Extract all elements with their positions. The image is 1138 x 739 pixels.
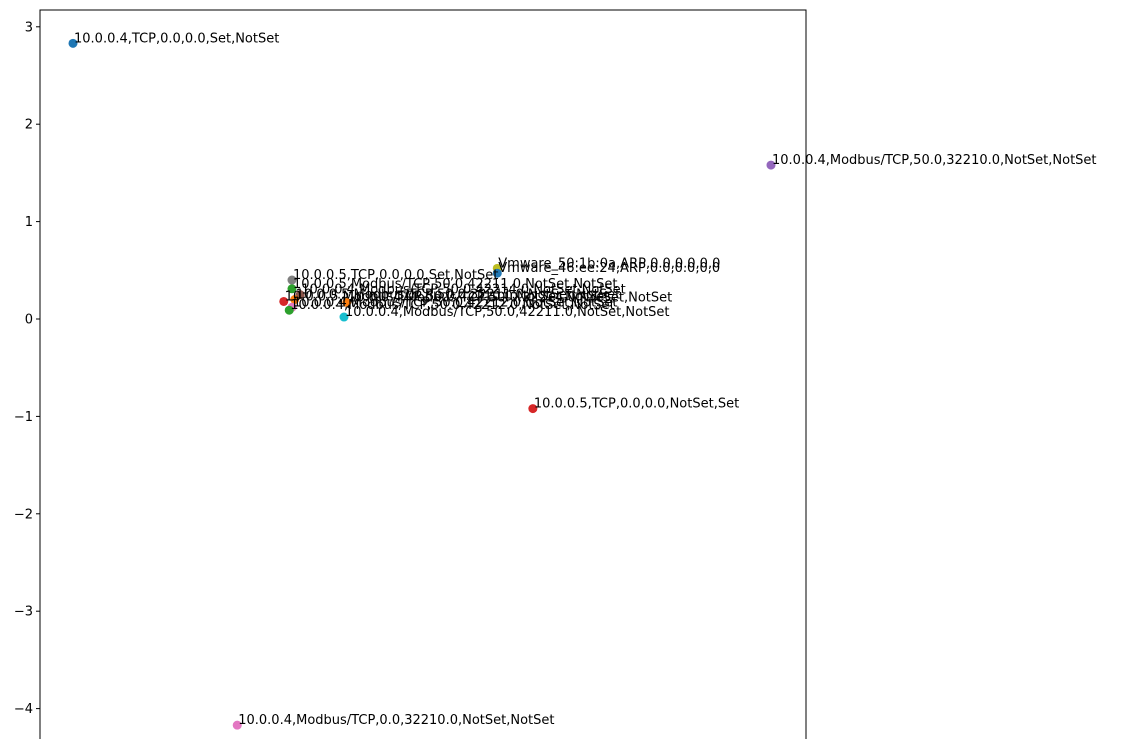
point-label: 10.0.0.5,Modbus/TCP,50.0,42211.0,NotSet,… bbox=[293, 277, 618, 292]
point-label: Vmware_46:ee:24,ARP,0.0,0.0,0,0 bbox=[498, 261, 720, 276]
scatter-point bbox=[290, 295, 300, 305]
y-tick-label: 1 bbox=[25, 215, 33, 230]
points-layer bbox=[68, 38, 776, 730]
point-label: 10.0.0.5,TCP,0.0,0.0,Set,NotSet bbox=[293, 268, 498, 283]
axes-frame bbox=[39, 9, 807, 739]
scatter-point bbox=[232, 720, 242, 730]
point-label: 10.0.0.4,Modbus/TCP,50.0,42214.0,NotSet,… bbox=[301, 283, 626, 298]
point-label: Vmware_50:1b:0a,ARP,0.0,0.0,0,0 bbox=[498, 256, 720, 271]
point-label: 10.0.0.4,Modbus/TCP,50.0,42212.0,NotSet,… bbox=[290, 298, 615, 313]
scatter-point bbox=[287, 275, 297, 285]
scatter-point bbox=[68, 38, 78, 48]
point-label: 10.0.0.5,Modbus/TCP,50.0,42210.0,NotSet,… bbox=[285, 289, 610, 304]
scatter-point bbox=[766, 160, 776, 170]
point-label: 10.0.0.4,Modbus/TCP,50.0,32210.0,NotSet,… bbox=[772, 153, 1097, 168]
y-tick-label: 3 bbox=[25, 20, 33, 35]
y-axis: 3 2 1 0 −1 −2 −3 −4 bbox=[14, 20, 40, 717]
point-label: 10.0.0.4,Modbus/TCP,50.0,42211.0,NotSet,… bbox=[345, 305, 670, 320]
y-tick-label: 0 bbox=[25, 313, 33, 328]
scatter-point bbox=[339, 312, 349, 322]
y-tick-label: −3 bbox=[14, 605, 33, 620]
y-tick-label: −1 bbox=[14, 410, 33, 425]
y-tick-label: −4 bbox=[14, 702, 33, 717]
y-tick-label: 2 bbox=[25, 118, 33, 133]
scatter-point bbox=[528, 404, 538, 414]
point-label: 10.0.0.4,Modbus/TCP,50.0,32214.0,NotSet,… bbox=[348, 290, 673, 305]
point-labels-layer: 10.0.0.4,TCP,0.0,0.0,Set,NotSet 10.0.0.4,… bbox=[74, 31, 1097, 728]
y-tick-label: −2 bbox=[14, 507, 33, 522]
scatter-point bbox=[287, 284, 297, 294]
point-label: 10.0.0.4,TCP,0.0,0.0,Set,NotSet bbox=[74, 31, 279, 46]
point-label: 10.0.0.4,Modbus/TCP,50.0,42212.0,NotSet,… bbox=[293, 295, 618, 310]
point-label: 10.0.0.5,Modbus/TCP,50.0,32211.0,NotSet,… bbox=[296, 288, 621, 303]
scatter-point bbox=[279, 296, 289, 306]
scatter-point bbox=[492, 268, 502, 278]
scatter-point bbox=[284, 305, 294, 315]
point-label: 10.0.0.4,Modbus/TCP,0.0,32210.0,NotSet,N… bbox=[238, 713, 554, 728]
point-label: 10.0.0.5,TCP,0.0,0.0,NotSet,Set bbox=[534, 397, 739, 412]
scatter-point bbox=[342, 297, 352, 307]
